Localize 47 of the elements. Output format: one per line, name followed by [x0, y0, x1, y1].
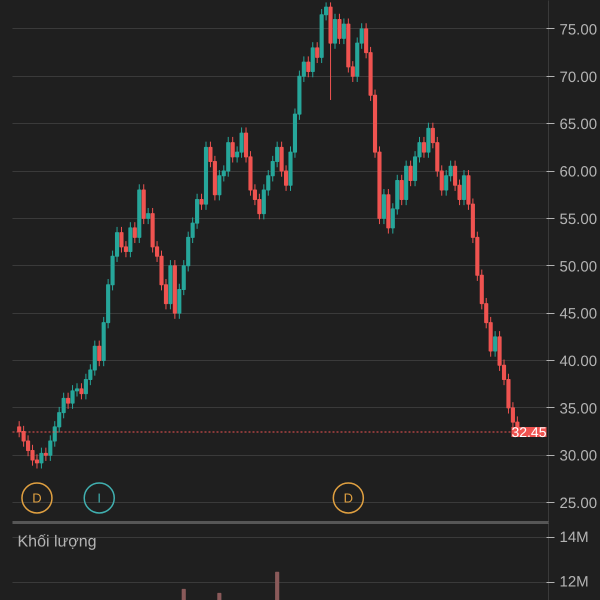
candlestick — [199, 193, 204, 210]
y-tick-label: 12M — [560, 574, 589, 591]
candlestick — [257, 193, 262, 220]
candlestick — [39, 447, 44, 469]
candlestick — [310, 42, 315, 78]
candlestick — [230, 136, 235, 163]
candlestick — [382, 188, 386, 225]
candlestick — [462, 170, 466, 206]
y-tick-label: 35.00 — [560, 400, 598, 418]
text: Khối lượng — [18, 534, 97, 550]
candlestick — [408, 160, 413, 187]
candlestick — [119, 226, 124, 253]
candlestick — [444, 170, 448, 196]
y-tick-label: 30.00 — [560, 448, 598, 465]
y-tick-label: 25.00 — [560, 495, 598, 512]
candlestick — [30, 444, 35, 466]
candlestick — [426, 122, 430, 158]
y-tick-label: 55.00 — [560, 210, 598, 228]
y-tick-label: 45.00 — [560, 306, 598, 323]
candlestick — [97, 340, 102, 367]
candlestick — [132, 222, 137, 244]
candlestick — [34, 454, 40, 469]
y-tick-label: 40.00 — [560, 353, 598, 370]
candlestick — [146, 207, 150, 225]
candlestick — [66, 392, 70, 410]
annotation: D — [344, 490, 354, 506]
candlestick — [315, 42, 320, 64]
y-tick-label: 65.00 — [560, 116, 598, 134]
candlestick — [400, 174, 404, 206]
candlestick — [342, 18, 346, 45]
y-tick-label: 50.00 — [560, 258, 598, 276]
candlestick — [306, 56, 310, 78]
annotation: I — [97, 490, 102, 506]
candlestick — [70, 384, 75, 410]
candlestick — [337, 13, 342, 45]
candlestick — [332, 13, 338, 50]
y-tick-label: 60.00 — [560, 164, 598, 181]
y-tick-label: 14M — [560, 529, 589, 546]
candlestick — [493, 330, 498, 358]
candlestick — [422, 136, 426, 158]
y-tick-label: 70.00 — [560, 68, 598, 86]
candlestick — [44, 447, 48, 462]
y-tick-label: 75.00 — [560, 21, 598, 38]
ref-line-label: 32.45 — [511, 424, 547, 440]
candlestick — [128, 222, 132, 258]
annotation: D — [32, 490, 42, 506]
candlestick — [79, 382, 84, 400]
